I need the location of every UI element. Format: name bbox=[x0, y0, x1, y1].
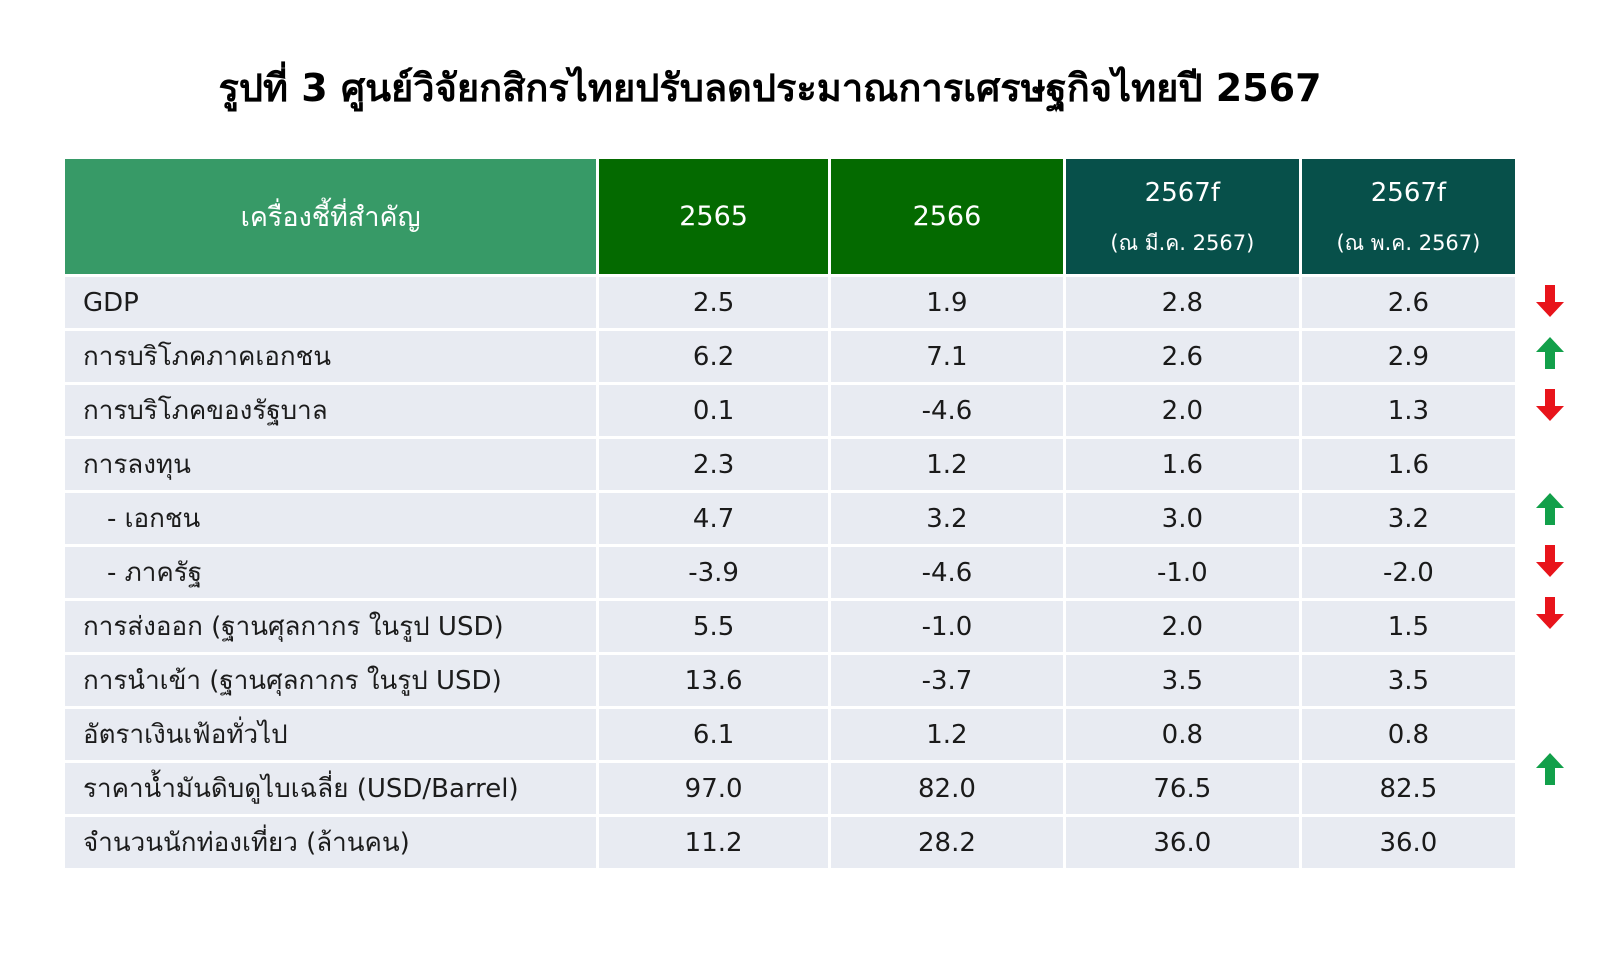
cell-forecast-mar: 76.5 bbox=[1062, 760, 1302, 817]
header-row: เครื่องชี้ที่สำคัญ 2565 2566 2567f (ณ มี… bbox=[61, 156, 1519, 277]
header-forecast-may: 2567f (ณ พ.ค. 2567) bbox=[1298, 156, 1519, 277]
table-row: การบริโภคของรัฐบาล 0.1 -4.6 2.0 1.3 bbox=[61, 382, 1519, 439]
arrow-up-icon bbox=[1520, 482, 1580, 536]
cell-2565: 4.7 bbox=[596, 490, 831, 547]
header-forecast-may-date: (ณ พ.ค. 2567) bbox=[1336, 230, 1481, 255]
cell-forecast-mar: 2.0 bbox=[1062, 382, 1302, 439]
header-forecast-may-year: 2567f bbox=[1370, 177, 1447, 208]
table-header: เครื่องชี้ที่สำคัญ 2565 2566 2567f (ณ มี… bbox=[61, 156, 1519, 277]
arrow-down-icon bbox=[1520, 274, 1580, 328]
row-label: - เอกชน bbox=[61, 490, 600, 547]
cell-2566: -4.6 bbox=[827, 544, 1066, 601]
cell-forecast-may: 2.9 bbox=[1298, 328, 1519, 385]
cell-forecast-mar: 0.8 bbox=[1062, 706, 1302, 763]
cell-forecast-mar: 2.8 bbox=[1062, 274, 1302, 331]
row-label: การส่งออก (ฐานศุลกากร ในรูป USD) bbox=[61, 598, 600, 655]
cell-forecast-may: 1.5 bbox=[1298, 598, 1519, 655]
arrow-up-icon bbox=[1520, 742, 1580, 796]
table-body: GDP 2.5 1.9 2.8 2.6 การบริโภคภาคเอกชน 6.2 7.1 2.… bbox=[61, 274, 1519, 871]
cell-forecast-mar: 3.5 bbox=[1062, 652, 1302, 709]
cell-2565: 11.2 bbox=[596, 814, 831, 871]
header-year-2566: 2566 bbox=[827, 156, 1066, 277]
cell-2565: -3.9 bbox=[596, 544, 831, 601]
row-label: ราคาน้ำมันดิบดูไบเฉลี่ย (USD/Barrel) bbox=[61, 760, 600, 817]
cell-2565: 6.2 bbox=[596, 328, 831, 385]
arrow-down-icon bbox=[1520, 586, 1580, 640]
cell-2565: 97.0 bbox=[596, 760, 831, 817]
cell-forecast-may: 82.5 bbox=[1298, 760, 1519, 817]
cell-forecast-may: 3.5 bbox=[1298, 652, 1519, 709]
arrow-down-icon bbox=[1520, 534, 1580, 588]
cell-2566: 1.2 bbox=[827, 706, 1066, 763]
cell-2565: 6.1 bbox=[596, 706, 831, 763]
cell-forecast-may: 1.6 bbox=[1298, 436, 1519, 493]
cell-forecast-mar: 1.6 bbox=[1062, 436, 1302, 493]
table-row: การส่งออก (ฐานศุลกากร ในรูป USD) 5.5 -1.0 2… bbox=[61, 598, 1519, 655]
cell-forecast-mar: 2.6 bbox=[1062, 328, 1302, 385]
cell-forecast-may: -2.0 bbox=[1298, 544, 1519, 601]
header-forecast-mar: 2567f (ณ มี.ค. 2567) bbox=[1062, 156, 1302, 277]
cell-forecast-mar: 3.0 bbox=[1062, 490, 1302, 547]
arrow-down-icon bbox=[1520, 378, 1580, 432]
table-row: GDP 2.5 1.9 2.8 2.6 bbox=[61, 274, 1519, 331]
table-row: การบริโภคภาคเอกชน 6.2 7.1 2.6 2.9 bbox=[61, 328, 1519, 385]
economic-forecast-table: เครื่องชี้ที่สำคัญ 2565 2566 2567f (ณ มี… bbox=[61, 156, 1519, 871]
row-label: การนำเข้า (ฐานศุลกากร ในรูป USD) bbox=[61, 652, 600, 709]
cell-2566: 7.1 bbox=[827, 328, 1066, 385]
cell-forecast-may: 2.6 bbox=[1298, 274, 1519, 331]
cell-2565: 5.5 bbox=[596, 598, 831, 655]
cell-forecast-may: 1.3 bbox=[1298, 382, 1519, 439]
cell-2566: -3.7 bbox=[827, 652, 1066, 709]
cell-2566: -4.6 bbox=[827, 382, 1066, 439]
table-row: อัตราเงินเฟ้อทั่วไป 6.1 1.2 0.8 0.8 bbox=[61, 706, 1519, 763]
cell-forecast-may: 3.2 bbox=[1298, 490, 1519, 547]
header-forecast-mar-date: (ณ มี.ค. 2567) bbox=[1110, 230, 1255, 255]
header-indicator: เครื่องชี้ที่สำคัญ bbox=[61, 156, 600, 277]
table-row: ราคาน้ำมันดิบดูไบเฉลี่ย (USD/Barrel) 97.0… bbox=[61, 760, 1519, 817]
row-label: การบริโภคของรัฐบาล bbox=[61, 382, 600, 439]
cell-forecast-may: 0.8 bbox=[1298, 706, 1519, 763]
table-row: การนำเข้า (ฐานศุลกากร ในรูป USD) 13.6 -3.7… bbox=[61, 652, 1519, 709]
table-row: จำนวนนักท่องเที่ยว (ล้านคน) 11.2 28.2 36.0 3… bbox=[61, 814, 1519, 871]
cell-2566: 82.0 bbox=[827, 760, 1066, 817]
row-label: การบริโภคภาคเอกชน bbox=[61, 328, 600, 385]
cell-2566: 3.2 bbox=[827, 490, 1066, 547]
cell-forecast-mar: 2.0 bbox=[1062, 598, 1302, 655]
header-year-2565: 2565 bbox=[596, 156, 831, 277]
header-forecast-mar-year: 2567f bbox=[1144, 177, 1220, 208]
cell-forecast-mar: 36.0 bbox=[1062, 814, 1302, 871]
cell-2565: 13.6 bbox=[596, 652, 831, 709]
row-label: การลงทุน bbox=[61, 436, 600, 493]
arrow-up-icon bbox=[1520, 326, 1580, 380]
row-label: GDP bbox=[61, 274, 600, 331]
row-label: - ภาครัฐ bbox=[61, 544, 600, 601]
table-row: การลงทุน 2.3 1.2 1.6 1.6 bbox=[61, 436, 1519, 493]
row-label: จำนวนนักท่องเที่ยว (ล้านคน) bbox=[61, 814, 600, 871]
cell-2565: 2.5 bbox=[596, 274, 831, 331]
cell-2566: 1.2 bbox=[827, 436, 1066, 493]
cell-2566: -1.0 bbox=[827, 598, 1066, 655]
cell-2565: 2.3 bbox=[596, 436, 831, 493]
row-label: อัตราเงินเฟ้อทั่วไป bbox=[61, 706, 600, 763]
cell-2565: 0.1 bbox=[596, 382, 831, 439]
table-row: - เอกชน 4.7 3.2 3.0 3.2 bbox=[61, 490, 1519, 547]
cell-forecast-may: 36.0 bbox=[1298, 814, 1519, 871]
cell-2566: 1.9 bbox=[827, 274, 1066, 331]
page-title: รูปที่ 3 ศูนย์วิจัยกสิกรไทยปรับลดประมาณก… bbox=[218, 66, 1322, 110]
table-row: - ภาครัฐ -3.9 -4.6 -1.0 -2.0 bbox=[61, 544, 1519, 601]
cell-2566: 28.2 bbox=[827, 814, 1066, 871]
cell-forecast-mar: -1.0 bbox=[1062, 544, 1302, 601]
